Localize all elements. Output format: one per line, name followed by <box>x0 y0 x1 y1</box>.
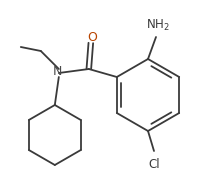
Text: Cl: Cl <box>148 158 160 171</box>
Text: O: O <box>87 31 97 44</box>
Text: N: N <box>53 65 62 78</box>
Text: NH$_2$: NH$_2$ <box>146 18 170 33</box>
